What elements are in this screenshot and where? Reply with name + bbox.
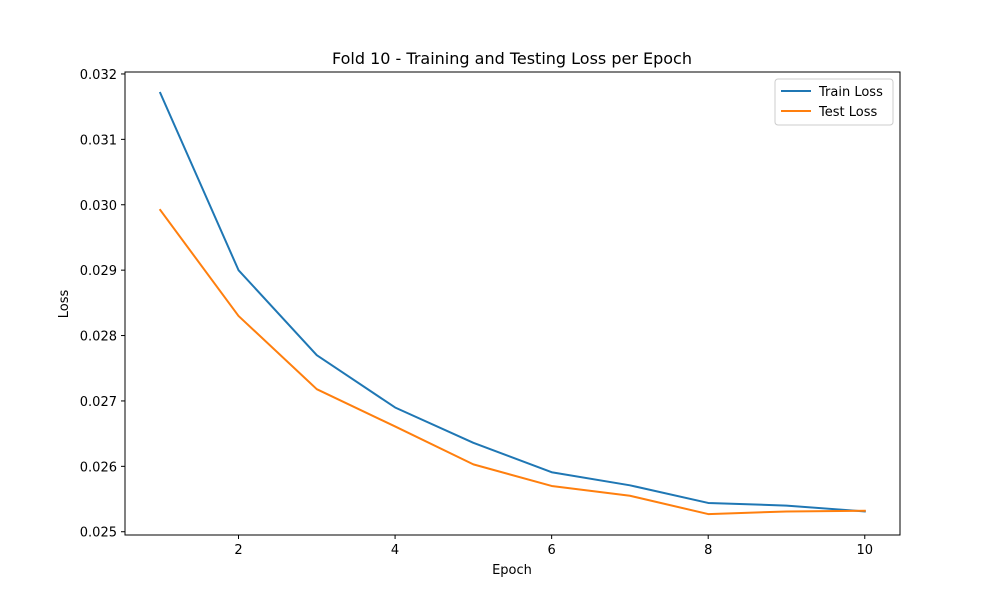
y-tick-label: 0.030 bbox=[80, 199, 117, 214]
plot-frame bbox=[124, 71, 901, 536]
y-tick-label: 0.026 bbox=[80, 460, 117, 475]
chart-title: Fold 10 - Training and Testing Loss per … bbox=[332, 49, 692, 68]
series-line-train-loss bbox=[158, 91, 866, 513]
y-tick-label: 0.025 bbox=[80, 526, 117, 541]
y-tick-label: 0.027 bbox=[80, 395, 117, 410]
y-axis-ticks: 0.025 0.026 0.027 0.028 0.029 0.030 0.031 0.032 bbox=[80, 68, 125, 541]
x-tick-label: 2 bbox=[234, 543, 242, 558]
x-tick-label: 4 bbox=[391, 543, 399, 558]
plot-area bbox=[125, 72, 900, 535]
x-axis-label: Epoch bbox=[492, 563, 532, 578]
x-tick-label: 6 bbox=[548, 543, 556, 558]
series-layer bbox=[158, 91, 866, 516]
legend: Train Loss Test Loss bbox=[774, 78, 894, 126]
y-tick-label: 0.029 bbox=[80, 264, 117, 279]
y-tick-label: 0.028 bbox=[80, 330, 117, 345]
x-tick-label: 8 bbox=[704, 543, 712, 558]
legend-label-train-loss: Train Loss bbox=[818, 85, 883, 100]
y-tick-label: 0.031 bbox=[80, 133, 117, 148]
y-axis-label: Loss bbox=[57, 290, 72, 319]
x-axis-ticks: 2 4 6 8 10 bbox=[234, 535, 873, 558]
x-tick-label: 10 bbox=[856, 543, 873, 558]
y-tick-label: 0.032 bbox=[80, 68, 117, 83]
series-line-test-loss bbox=[158, 208, 866, 516]
legend-label-test-loss: Test Loss bbox=[818, 105, 877, 120]
